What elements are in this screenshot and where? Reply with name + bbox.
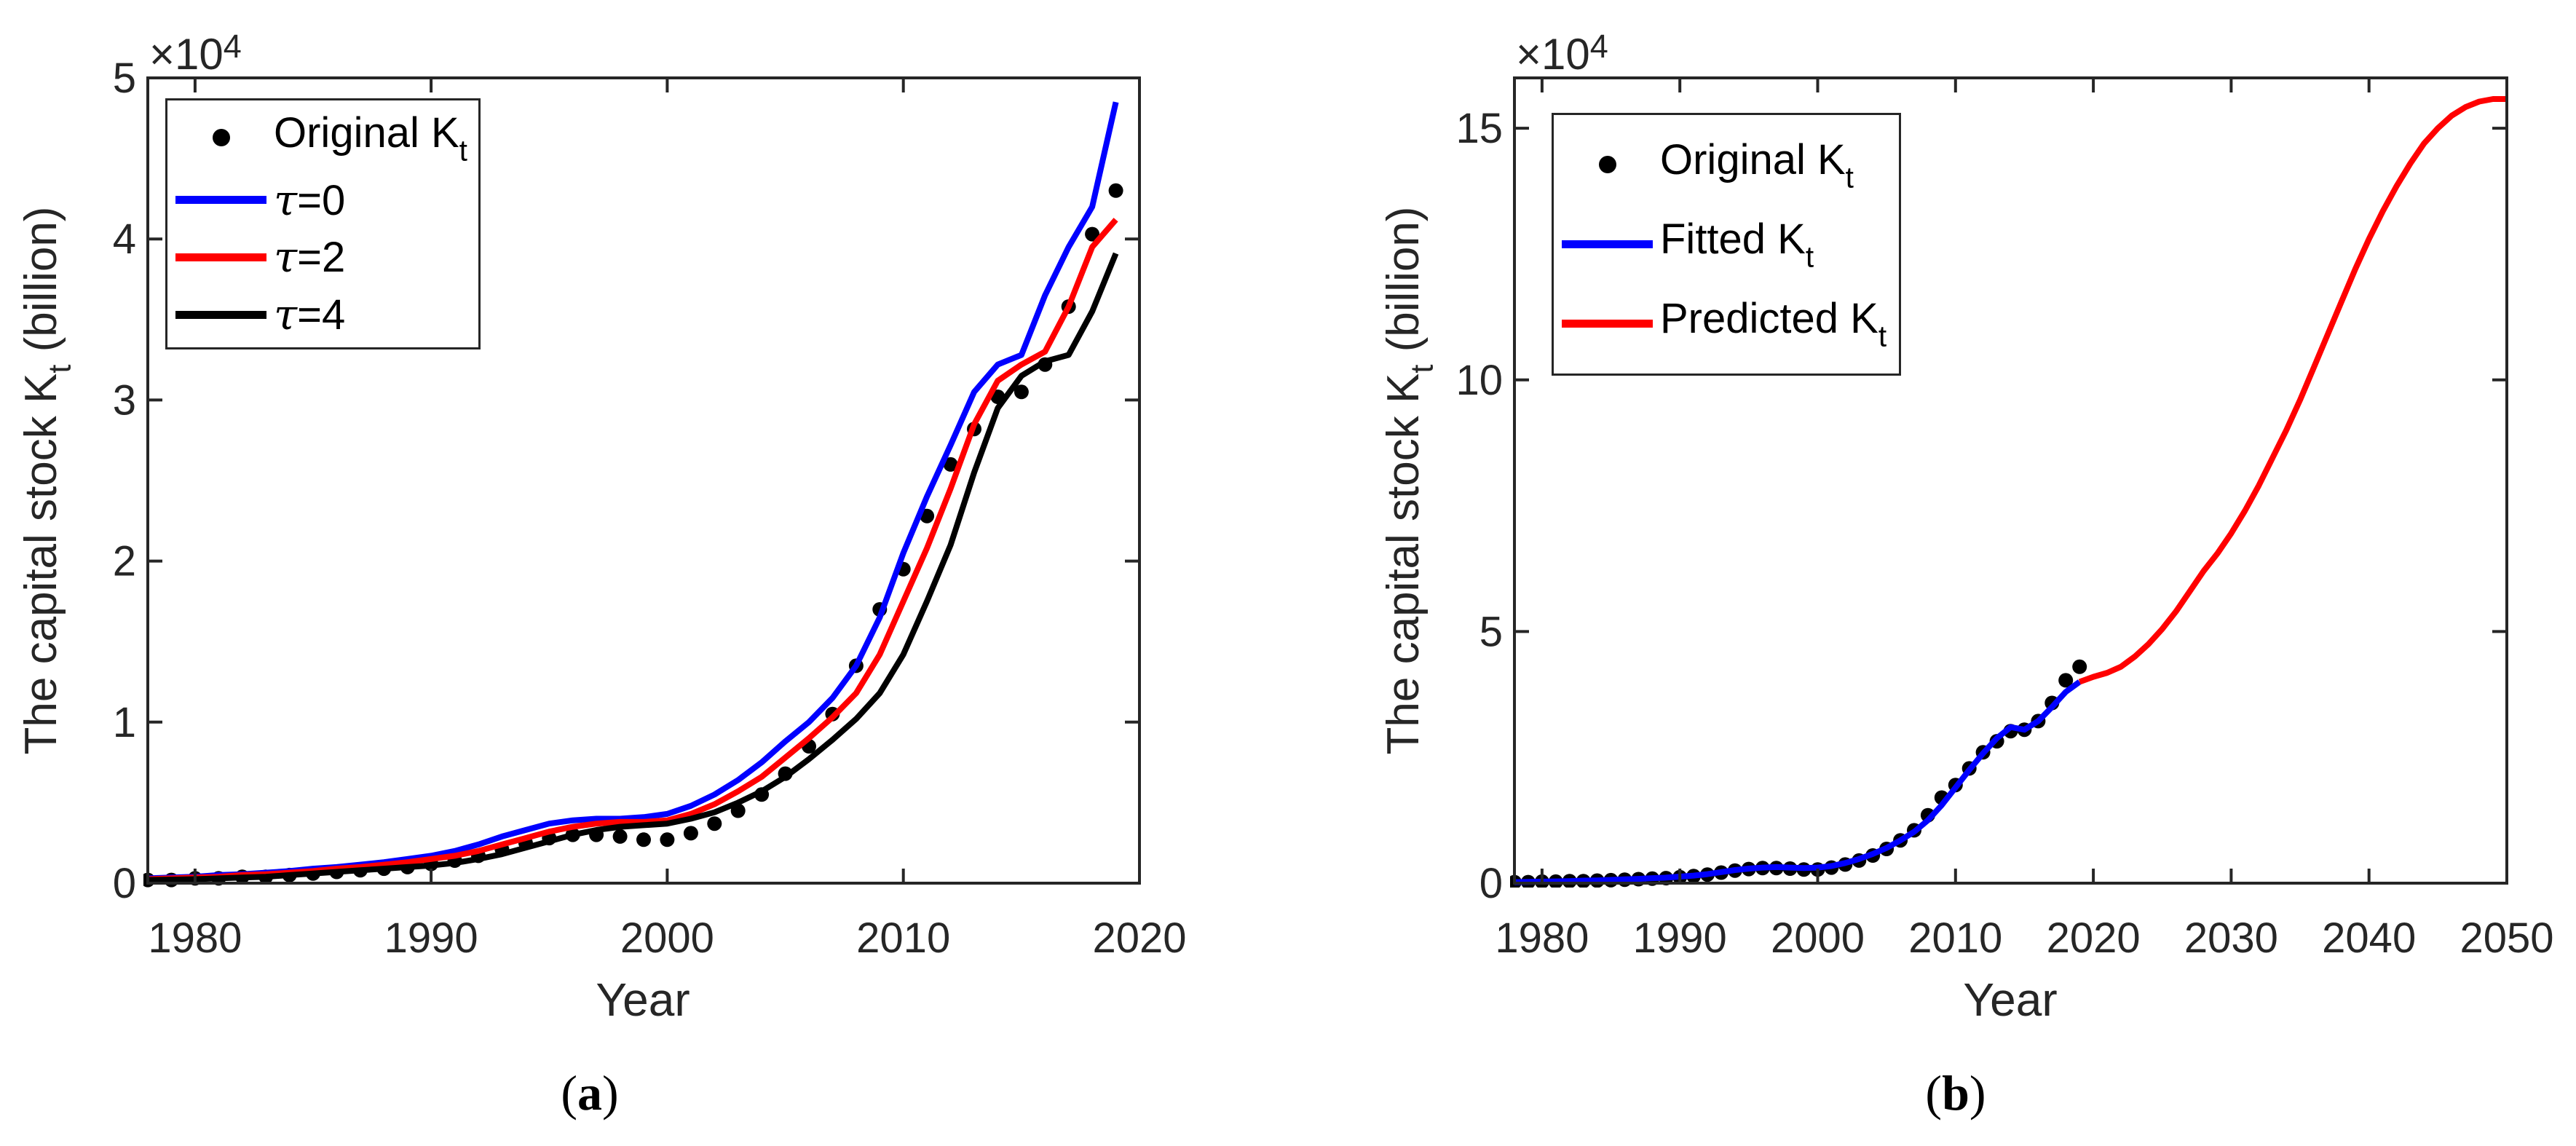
y-axis-label-b: The capital stock Kt (billion) xyxy=(1378,206,1440,755)
tau-symbol: τ xyxy=(274,232,298,282)
y-tick-label: 5 xyxy=(113,55,136,102)
x-tick-label: 1990 xyxy=(1633,914,1727,962)
data-point xyxy=(2058,673,2074,688)
x-axis-label-b: Year xyxy=(1963,973,2058,1026)
chart-a-plot: 1980 1990 2000 2010 2020 0 1 2 3 4 5 xyxy=(113,55,1187,962)
line-swatch xyxy=(175,310,266,319)
subscript: t xyxy=(459,133,467,167)
data-point xyxy=(1085,226,1100,242)
series-fitted-k-t xyxy=(1514,679,2082,885)
line-swatch xyxy=(1562,320,1653,328)
series-predicted-k-t xyxy=(2078,96,2507,685)
line-swatch xyxy=(175,196,266,205)
series-group-a xyxy=(143,101,1123,888)
x-tick-label: 1980 xyxy=(1495,914,1589,962)
legend-item-fitted-kt: Fitted Kt xyxy=(1562,215,1899,274)
x-tick-label: 2040 xyxy=(2322,914,2416,962)
legend-line-marker xyxy=(175,310,266,319)
y-tick-label: 3 xyxy=(113,376,136,424)
data-point xyxy=(1014,384,1029,400)
x-tick-label: 2030 xyxy=(2184,914,2278,962)
caption-b: (b) xyxy=(1925,1065,1986,1121)
legend-item-tau-2: τ=2 xyxy=(175,232,478,282)
panel-a: 1980 1990 2000 2010 2020 0 1 2 3 4 5 ×104 The capi… xyxy=(16,28,1187,1121)
x-tick-label: 2010 xyxy=(856,914,950,962)
dot-swatch xyxy=(212,129,230,147)
data-point xyxy=(660,832,675,847)
data-point xyxy=(943,457,958,472)
legend-item-original-kt: Original Kt xyxy=(1562,135,1899,194)
panel-b: 1980 1990 2000 2010 2020 2030 2040 2050 0 5 10 15 ×… xyxy=(1288,0,2576,1146)
legend-line-marker xyxy=(175,253,266,261)
y-axis-multiplier-b: ×104 xyxy=(1516,28,1608,79)
data-point xyxy=(1108,183,1123,198)
x-tick-label: 2020 xyxy=(1092,914,1186,962)
tau-symbol: τ xyxy=(274,175,298,225)
legend-item-tau-0: τ=0 xyxy=(175,175,478,225)
y-tick-label: 2 xyxy=(113,538,136,585)
legend-item-predicted-kt: Predicted Kt xyxy=(1562,294,1899,353)
legend-item-original-kt: Original Kt xyxy=(175,108,478,167)
x-tick-label: 2000 xyxy=(1771,914,1865,962)
x-tick-label: 1990 xyxy=(384,914,478,962)
legend-a: Original Kt τ=0 τ=2 τ=4 xyxy=(165,98,481,349)
caption-a: (a) xyxy=(561,1065,619,1121)
series-original-k-t xyxy=(1510,659,2087,888)
multiplier-base-a: ×10 xyxy=(149,30,224,79)
legend-label: τ=4 xyxy=(274,290,346,340)
x-tick-label: 2050 xyxy=(2460,914,2553,962)
axes-box-a xyxy=(146,76,1141,885)
x-tick-label: 2000 xyxy=(620,914,714,962)
data-point xyxy=(636,832,651,847)
legend-label: Original Kt xyxy=(274,108,467,167)
subscript: t xyxy=(1878,319,1887,353)
legend-dot-marker xyxy=(1562,156,1653,174)
x-tick-label: 2010 xyxy=(1908,914,2002,962)
x-tick-label: 2020 xyxy=(2047,914,2141,962)
subscript: t xyxy=(1805,240,1814,274)
line-swatch xyxy=(175,253,266,261)
data-point xyxy=(683,826,698,841)
y-tick-label: 10 xyxy=(1455,357,1503,404)
axes-box-b xyxy=(1513,76,2508,885)
legend-line-marker xyxy=(1562,320,1653,328)
x-tick-label: 1980 xyxy=(148,914,242,962)
legend-label: τ=2 xyxy=(274,232,346,282)
legend-label: Predicted Kt xyxy=(1660,294,1887,353)
data-point xyxy=(612,829,628,844)
line-swatch xyxy=(1562,240,1653,248)
y-tick-label: 4 xyxy=(113,216,136,263)
legend-dot-marker xyxy=(175,129,266,147)
legend-label: Fitted Kt xyxy=(1660,215,1814,274)
legend-b: Original Kt Fitted Kt Predicted Kt xyxy=(1552,113,1901,376)
legend-label: Original Kt xyxy=(1660,135,1854,194)
multiplier-exponent-b: 4 xyxy=(1589,28,1608,65)
y-tick-label: 0 xyxy=(113,860,136,907)
subscript: t xyxy=(1845,160,1854,194)
data-point xyxy=(707,816,722,831)
y-tick-label: 0 xyxy=(1479,860,1503,907)
data-point xyxy=(2072,659,2087,674)
multiplier-exponent-a: 4 xyxy=(223,28,242,65)
y-axis-multiplier-a: ×104 xyxy=(149,28,242,79)
legend-item-tau-4: τ=4 xyxy=(175,290,478,339)
legend-line-marker xyxy=(1562,240,1653,248)
tau-symbol: τ xyxy=(274,290,298,340)
y-tick-label: 1 xyxy=(113,699,136,746)
series--4 xyxy=(147,252,1119,883)
dot-swatch xyxy=(1598,156,1616,174)
legend-label: τ=0 xyxy=(274,175,346,225)
chart-b-plot: 1980 1990 2000 2010 2020 2030 2040 2050 0 5 10 15 xyxy=(1455,76,2554,962)
y-axis-label-a: The capital stock Kt (billion) xyxy=(16,206,78,755)
y-tick-label: 15 xyxy=(1455,105,1503,152)
multiplier-base-b: ×10 xyxy=(1516,30,1590,79)
y-tick-label: 5 xyxy=(1479,608,1503,655)
legend-line-marker xyxy=(175,196,266,205)
x-axis-label-a: Year xyxy=(596,973,690,1026)
